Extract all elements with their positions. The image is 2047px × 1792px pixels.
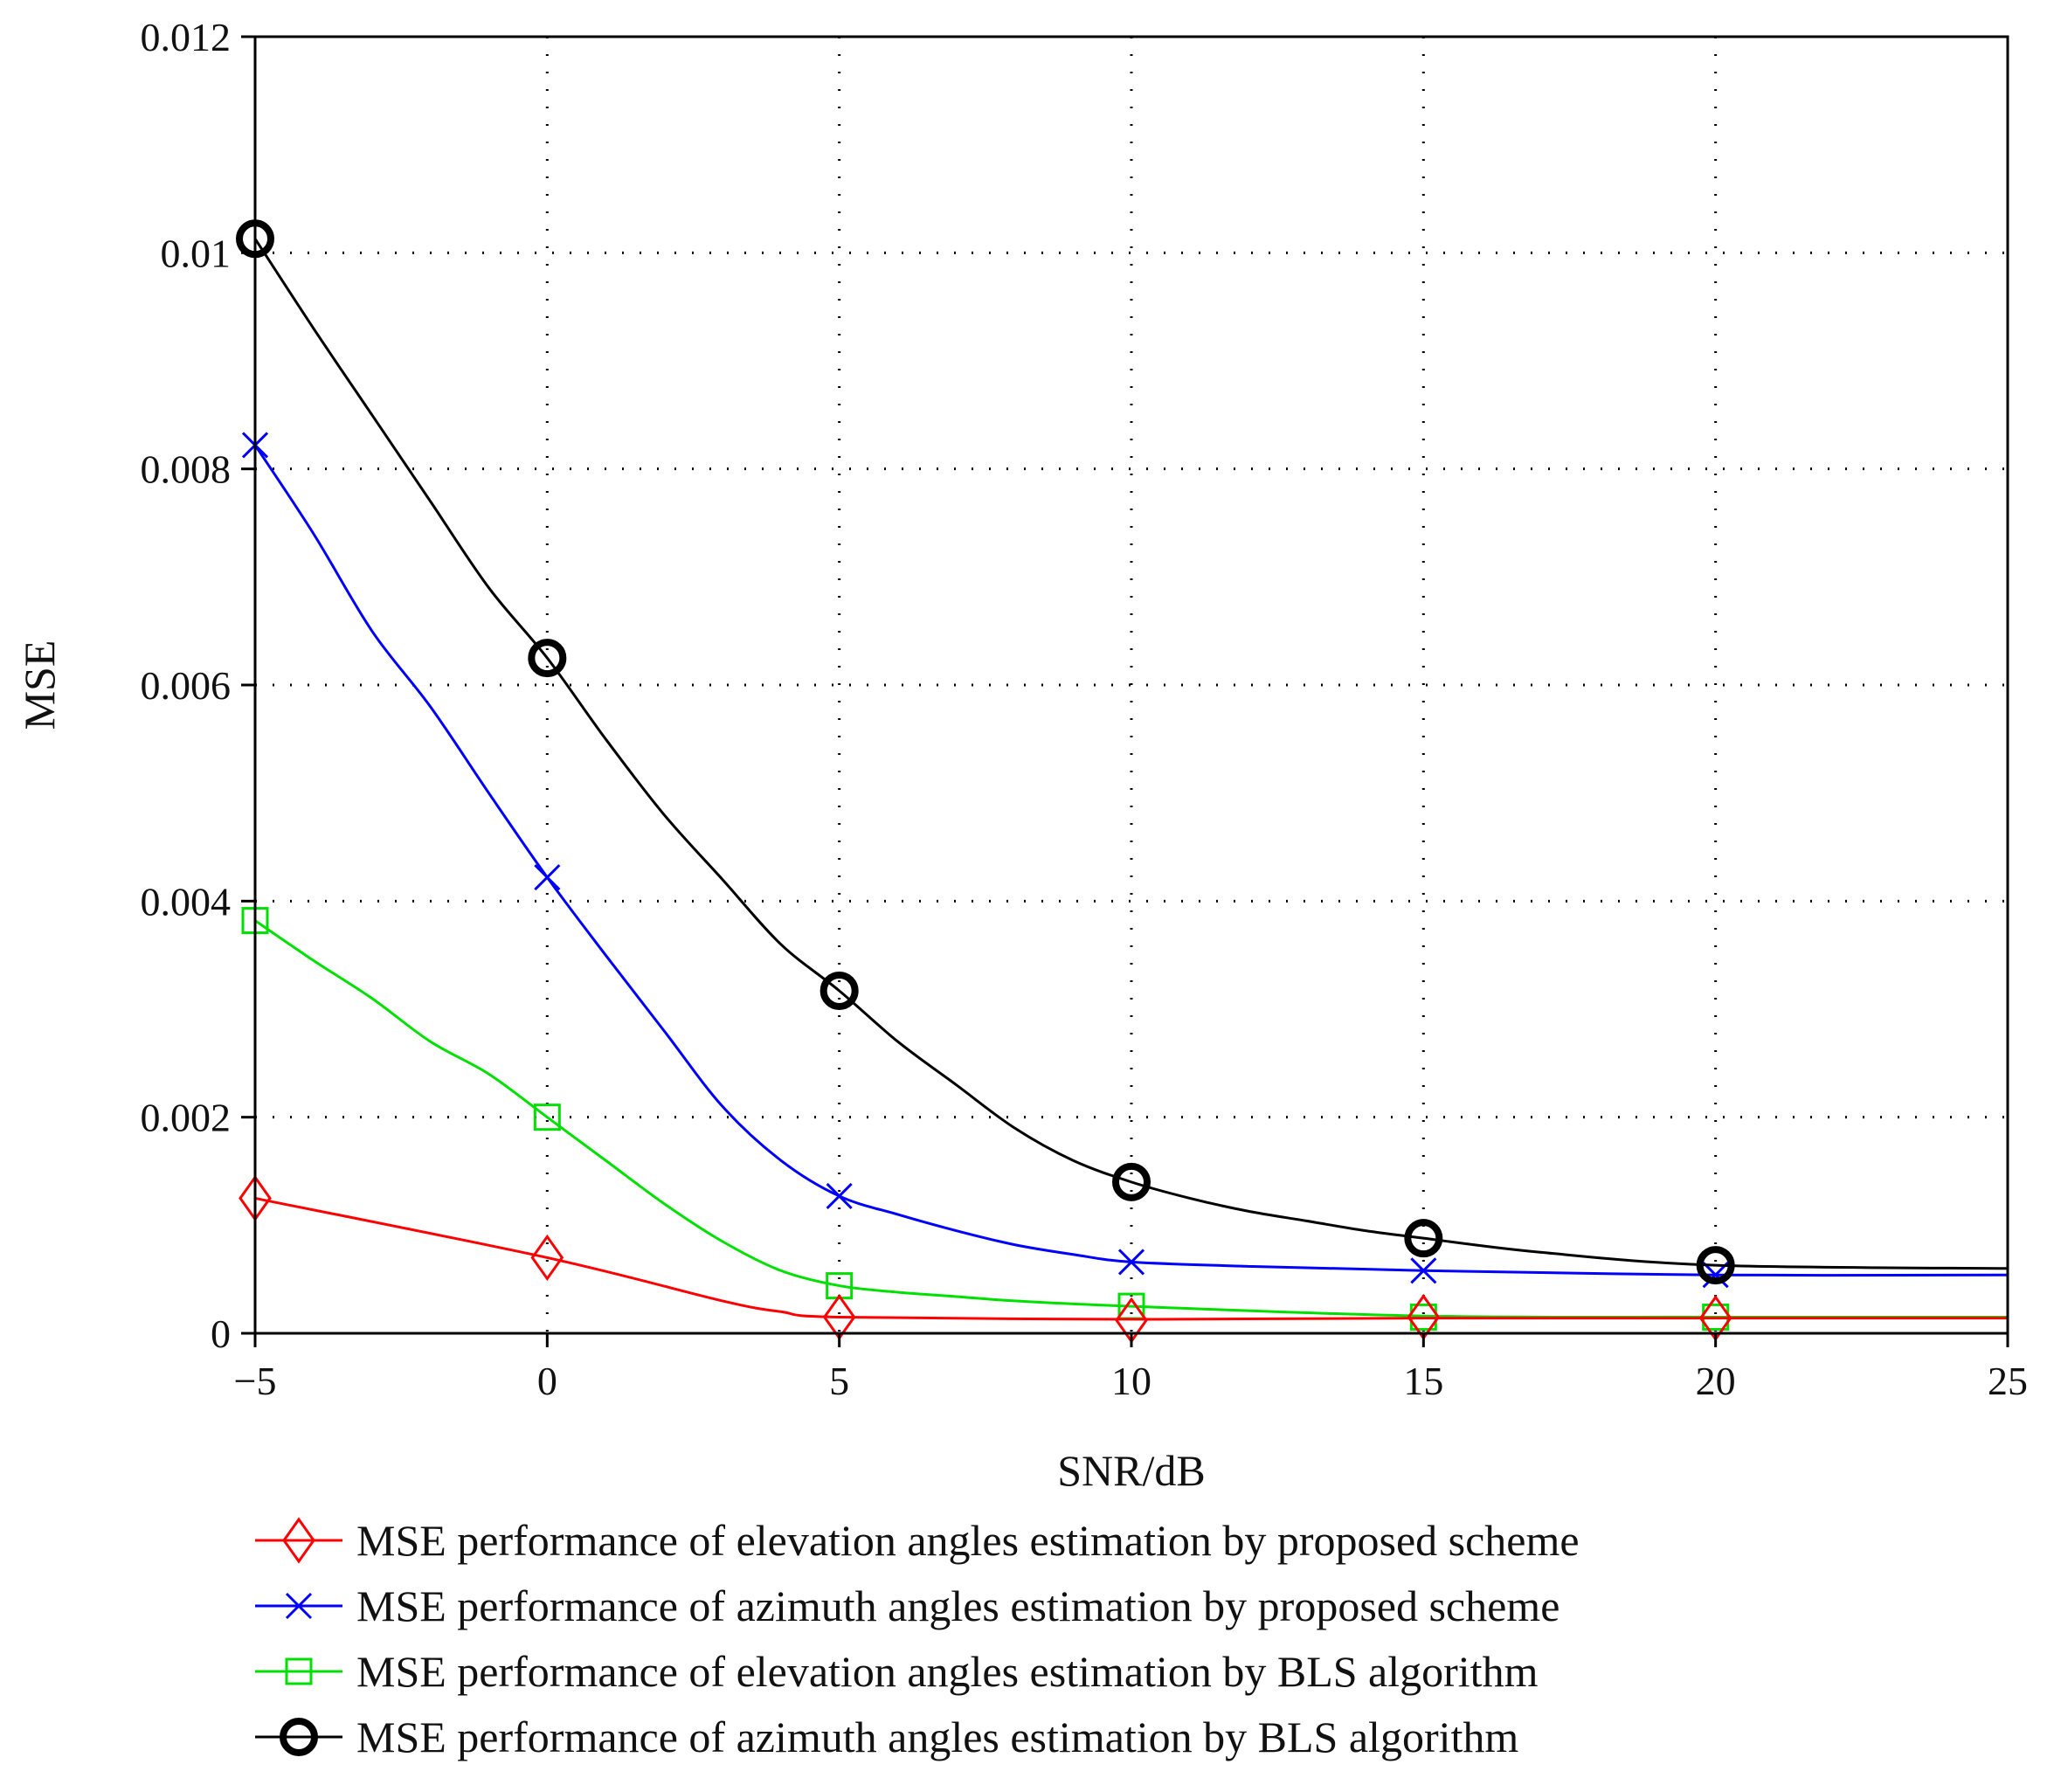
x-tick-label: 25 (1988, 1359, 2028, 1403)
grid (255, 37, 2008, 1333)
legend-entry-2: MSE performance of azimuth angles estima… (255, 1581, 1559, 1630)
y-tick-label: 0.002 (141, 1096, 232, 1140)
series-line (254, 919, 2009, 1319)
legend-entry-1: MSE performance of elevation angles esti… (255, 1516, 1580, 1565)
y-tick-label: 0.012 (141, 15, 232, 59)
x-tick-label: 5 (829, 1359, 849, 1403)
x-marker-stroke (1117, 1249, 1145, 1276)
circle-marker (1112, 1162, 1151, 1201)
square-marker (285, 1657, 313, 1685)
y-tick-label: 0 (211, 1311, 231, 1356)
legend: MSE performance of elevation angles esti… (255, 1516, 1580, 1761)
circle-marker (1696, 1246, 1735, 1285)
legend-entry-3: MSE performance of elevation angles esti… (255, 1647, 1539, 1696)
x-marker (534, 864, 561, 891)
series-2 (241, 432, 2009, 1289)
x-marker-stroke (285, 1592, 313, 1620)
legend-label: MSE performance of elevation angles esti… (356, 1647, 1539, 1696)
x-tick-label: 10 (1111, 1359, 1151, 1403)
x-tick-label: −5 (234, 1359, 277, 1403)
legend-label: MSE performance of azimuth angles estima… (356, 1712, 1518, 1761)
x-marker (1410, 1257, 1437, 1284)
x-axis-title: SNR/dB (1057, 1446, 1206, 1495)
circle-marker (280, 1718, 318, 1756)
y-tick-label: 0.008 (141, 447, 232, 492)
square-marker (533, 1104, 561, 1131)
series-4 (236, 219, 2009, 1285)
series-line (254, 1196, 2008, 1321)
x-marker-stroke (826, 1182, 853, 1210)
y-tick-label: 0.004 (141, 879, 232, 924)
y-tick-label: 0.006 (141, 663, 232, 708)
x-tick-label: 0 (537, 1359, 557, 1403)
circle-marker (1404, 1219, 1443, 1258)
y-axis-title: MSE (15, 640, 64, 730)
x-tick-label: 15 (1403, 1359, 1443, 1403)
series-layer (236, 219, 2009, 1344)
x-marker-stroke (534, 864, 561, 891)
tick-labels: −5 0 5 10 15 20 2500.0020.0040.0060.0080.010.0… (141, 15, 2029, 1403)
x-marker (1117, 1249, 1145, 1276)
x-marker-stroke (1410, 1257, 1437, 1284)
x-marker (285, 1592, 313, 1620)
diamond-marker (282, 1517, 315, 1564)
legend-label: MSE performance of azimuth angles estima… (356, 1581, 1559, 1630)
legend-label: MSE performance of elevation angles esti… (356, 1516, 1580, 1565)
y-tick-label: 0.01 (161, 231, 232, 275)
x-tick-label: 20 (1696, 1359, 1736, 1403)
circle-marker (819, 971, 859, 1010)
circle-marker (528, 639, 567, 678)
diamond-marker (530, 1234, 564, 1282)
legend-entry-4: MSE performance of azimuth angles estima… (255, 1712, 1518, 1761)
ticks (241, 35, 2009, 1347)
x-marker (826, 1182, 853, 1210)
